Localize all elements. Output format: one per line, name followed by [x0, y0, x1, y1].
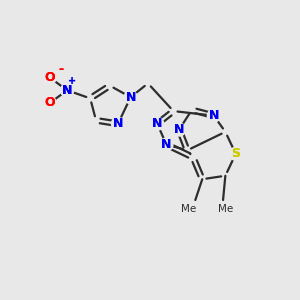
- Circle shape: [43, 71, 56, 84]
- Text: -: -: [59, 63, 64, 76]
- Circle shape: [112, 117, 124, 130]
- Text: N: N: [152, 117, 162, 130]
- Text: O: O: [44, 97, 55, 110]
- Text: +: +: [68, 76, 76, 86]
- Circle shape: [61, 84, 74, 97]
- Text: N: N: [62, 84, 72, 97]
- Text: N: N: [62, 84, 72, 97]
- Text: N: N: [208, 109, 219, 122]
- Circle shape: [207, 109, 220, 122]
- Text: N: N: [113, 117, 123, 130]
- Text: +: +: [68, 76, 76, 86]
- Text: N: N: [174, 123, 184, 136]
- Text: Me: Me: [181, 204, 196, 214]
- Text: S: S: [231, 147, 240, 160]
- Text: N: N: [208, 109, 219, 122]
- Text: Me: Me: [218, 204, 233, 214]
- Text: O: O: [44, 97, 55, 110]
- Text: N: N: [62, 84, 72, 97]
- Circle shape: [173, 123, 186, 136]
- Circle shape: [151, 117, 164, 130]
- Circle shape: [124, 91, 137, 104]
- Text: N: N: [125, 91, 136, 104]
- Text: N: N: [152, 117, 162, 130]
- Text: S: S: [231, 147, 240, 160]
- Text: N: N: [113, 117, 123, 130]
- Circle shape: [43, 97, 56, 110]
- Circle shape: [61, 84, 74, 97]
- Text: O: O: [44, 71, 55, 84]
- Text: N: N: [125, 91, 136, 104]
- Circle shape: [229, 147, 242, 160]
- Text: N: N: [174, 123, 184, 136]
- Text: N: N: [161, 138, 172, 151]
- Text: -: -: [59, 63, 64, 76]
- Text: O: O: [44, 71, 55, 84]
- Circle shape: [160, 138, 173, 151]
- Text: N: N: [161, 138, 172, 151]
